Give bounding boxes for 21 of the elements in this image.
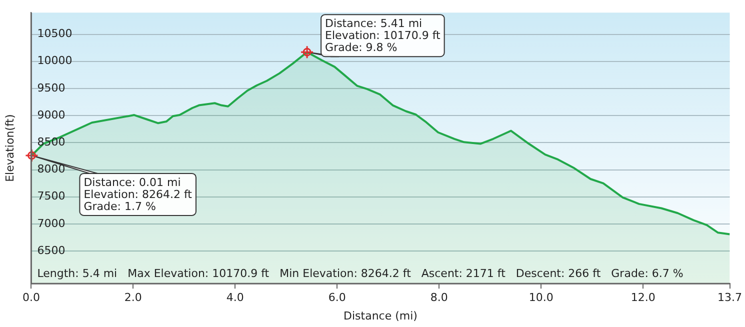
annotation: Length: 5.4 mi Max Elevation: 10170.9 ft Min Elevation: 8264.2 ft Ascent: 2171 ft Descent: 266 ft Grade: 6.7 % [37,266,684,280]
y-tick-label: 9500 [37,81,66,94]
annotation: Distance: 0.01 mi Elevation: 8264.2 ft Grade: 1.7 % [84,176,193,213]
y-tick-label: 9000 [37,108,66,122]
x-tick-label: 6.0 [328,291,346,304]
y-tick-label: 6500 [37,244,66,257]
y-tick-label: 8000 [37,162,66,176]
x-tick-label: 2.0 [124,291,142,304]
x-tick-label: 10.0 [528,291,554,304]
x-tick-label: 12.0 [630,291,656,304]
y-axis-title: Elevation(ft) [3,114,16,182]
x-tick-label: 8.0 [430,291,448,304]
x-tick-label: 0.0 [22,291,40,304]
y-tick-label: 10500 [37,27,72,40]
y-tick-label: 7000 [37,216,66,230]
y-tick-label: 7500 [37,190,66,203]
annotation: Distance: 5.41 mi Elevation: 10170.9 ft Grade: 9.8 % [325,16,442,54]
x-tick-label: 4.0 [226,291,244,304]
x-tick-label: 13.7 [718,291,742,304]
y-tick-label: 10000 [37,54,72,68]
x-axis-title: Distance (mi) [344,309,418,322]
